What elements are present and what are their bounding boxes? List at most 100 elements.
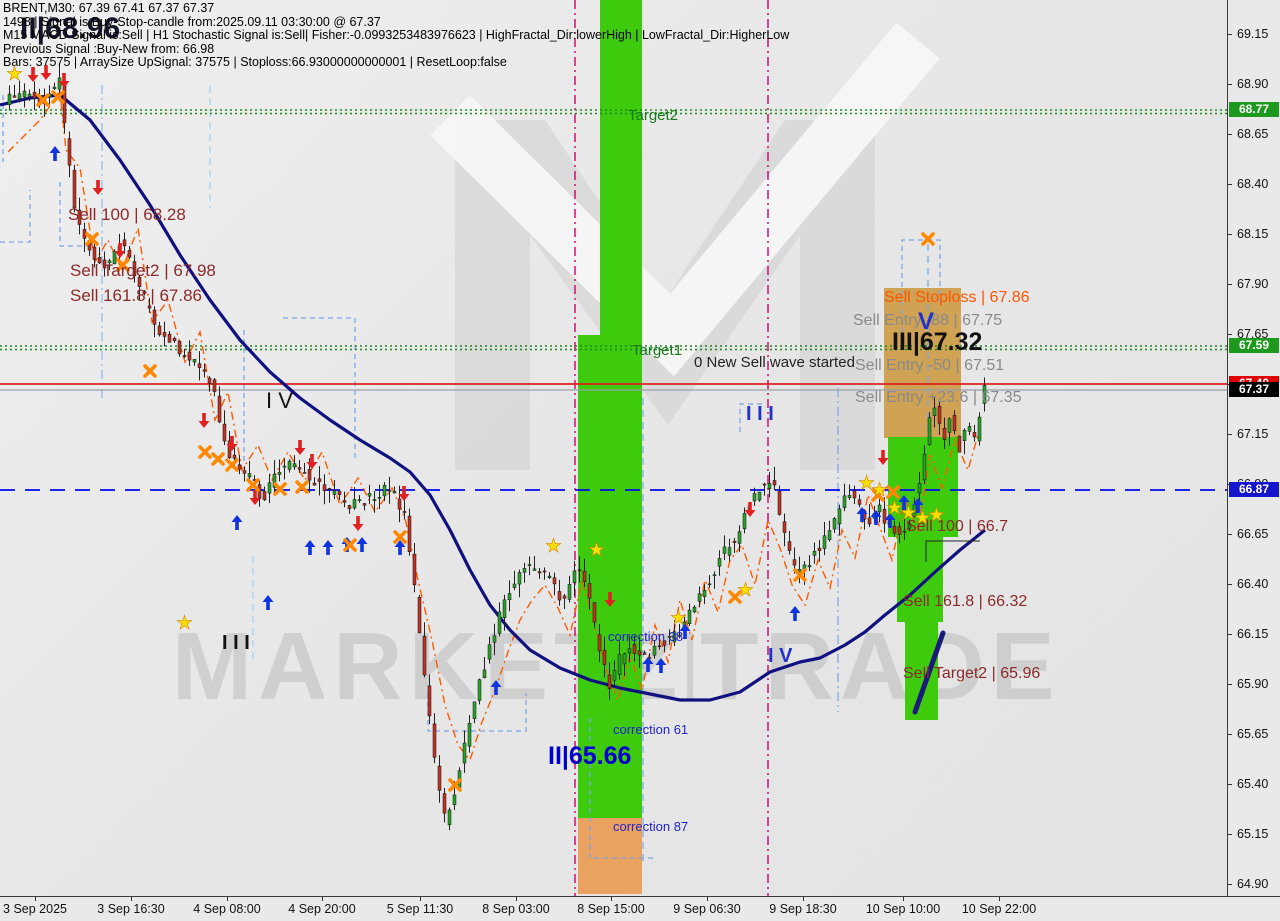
bull-candle xyxy=(612,670,617,681)
bull-candle xyxy=(827,530,832,541)
buy-arrow-icon xyxy=(356,537,368,552)
bull-candle xyxy=(667,636,672,638)
price-tick xyxy=(1228,134,1232,135)
bull-candle xyxy=(492,635,497,643)
time-tick-label: 5 Sep 11:30 xyxy=(386,902,454,916)
bear-candle xyxy=(632,644,637,654)
bull-candle xyxy=(672,631,677,643)
price-tick xyxy=(1228,284,1232,285)
sell-arrow-icon xyxy=(352,516,364,531)
bull-candle xyxy=(742,513,747,530)
bull-candle xyxy=(477,679,482,701)
bear-candle xyxy=(892,525,897,534)
sell-target-zone xyxy=(897,537,943,622)
bull-candle xyxy=(392,491,397,494)
time-tick xyxy=(35,897,36,901)
bear-candle xyxy=(312,482,317,486)
bear-candle xyxy=(952,415,957,432)
bull-candle xyxy=(367,493,372,497)
buy-arrow-icon xyxy=(898,495,910,510)
bear-candle xyxy=(172,338,177,342)
time-tick xyxy=(903,897,904,901)
bear-candle xyxy=(557,591,562,601)
bull-candle xyxy=(472,701,477,719)
bull-candle xyxy=(372,499,377,501)
bear-candle xyxy=(77,209,82,225)
price-tick-label: 64.90 xyxy=(1237,877,1269,891)
price-axis[interactable]: 69.1568.9068.6568.4068.1567.9067.6567.40… xyxy=(1227,0,1280,896)
bull-candle xyxy=(357,499,362,501)
bear-candle xyxy=(602,649,607,665)
wave-zigzag-line xyxy=(912,630,946,715)
bull-candle xyxy=(617,654,622,675)
bear-candle xyxy=(102,259,107,269)
bull-candle xyxy=(902,530,907,533)
bear-candle xyxy=(97,257,102,264)
bear-candle xyxy=(197,363,202,369)
bull-candle xyxy=(527,564,532,566)
bull-candle xyxy=(377,497,382,499)
bull-candle xyxy=(807,565,812,568)
price-tick xyxy=(1228,34,1232,35)
bear-candle xyxy=(237,464,242,470)
bull-candle xyxy=(927,417,932,445)
bull-candle xyxy=(962,429,967,441)
bull-candle xyxy=(382,485,387,497)
bull-candle xyxy=(837,508,842,525)
fib-connector-line xyxy=(925,540,980,562)
price-tick xyxy=(1228,184,1232,185)
bear-candle xyxy=(772,480,777,486)
sell-arrow-icon xyxy=(249,490,261,505)
bull-candle xyxy=(282,465,287,468)
star-icon: ★ xyxy=(900,502,917,524)
price-tick xyxy=(1228,734,1232,735)
buy-arrow-icon xyxy=(322,540,334,555)
bear-candle xyxy=(167,333,172,343)
price-level-badge: 67.59 xyxy=(1229,338,1279,353)
bull-candle xyxy=(932,407,937,417)
time-tick-label: 9 Sep 18:30 xyxy=(769,902,837,916)
price-tick-label: 68.15 xyxy=(1237,227,1269,241)
signal-x-icon xyxy=(143,364,157,378)
bull-candle xyxy=(697,593,702,602)
bear-candle xyxy=(942,427,947,440)
price-tick-label: 67.15 xyxy=(1237,427,1269,441)
sell-arrow-icon xyxy=(27,67,39,82)
star-icon: ★ xyxy=(6,63,23,85)
buy-arrow-icon xyxy=(304,540,316,555)
bear-candle xyxy=(432,723,437,758)
watermark-divider-icon: I xyxy=(684,613,699,720)
bars-info-line: Bars: 37575 | ArraySize UpSignal: 37575 … xyxy=(3,55,507,69)
buy-arrow-icon xyxy=(679,624,691,639)
bull-candle xyxy=(627,648,632,654)
bear-candle xyxy=(12,95,17,98)
bull-candle xyxy=(352,499,357,509)
buy-arrow-icon xyxy=(49,146,61,161)
bear-candle xyxy=(972,432,977,438)
bull-candle xyxy=(332,490,337,495)
signal-x-icon xyxy=(273,482,287,496)
buy-arrow-icon xyxy=(655,658,667,673)
bull-candle xyxy=(517,572,522,585)
bull-candle xyxy=(947,418,952,433)
bull-candle xyxy=(917,483,922,494)
sell-arrow-icon xyxy=(114,243,126,258)
time-axis[interactable]: 3 Sep 2025 3 Sep 16:30 4 Sep 08:00 4 Sep 20… xyxy=(0,896,1280,921)
bear-candle xyxy=(537,571,542,574)
bear-candle xyxy=(212,379,217,392)
price-tick xyxy=(1228,434,1232,435)
channel-line xyxy=(901,239,941,332)
signal-x-icon xyxy=(921,232,935,246)
bull-candle xyxy=(652,645,657,656)
price-tick xyxy=(1228,534,1232,535)
channel-line xyxy=(739,403,764,432)
bull-candle xyxy=(272,473,277,488)
buy-arrow-icon xyxy=(490,680,502,695)
sell-entry-zone xyxy=(884,288,961,438)
time-tick xyxy=(420,897,421,901)
sell-arrow-icon xyxy=(604,592,616,607)
bull-candle xyxy=(522,568,527,573)
buy-arrow-icon xyxy=(912,498,924,513)
bull-candle xyxy=(482,669,487,678)
